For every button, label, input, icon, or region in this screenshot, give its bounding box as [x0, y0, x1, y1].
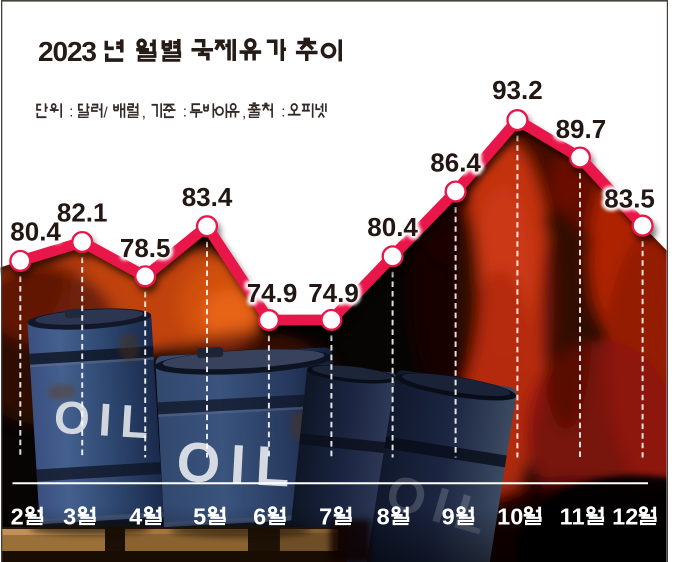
svg-text:,: , — [142, 105, 146, 122]
svg-text:7: 7 — [319, 504, 332, 530]
svg-text::: : — [183, 104, 187, 121]
svg-text:11: 11 — [560, 504, 585, 530]
svg-text:74.9: 74.9 — [308, 278, 359, 308]
svg-text:83.5: 83.5 — [604, 183, 655, 213]
svg-text:2: 2 — [11, 504, 24, 530]
svg-text:83.5: 83.5 — [604, 183, 655, 213]
svg-text:9: 9 — [442, 504, 455, 530]
svg-text:80.4: 80.4 — [367, 212, 418, 242]
svg-text:86.4: 86.4 — [430, 147, 481, 177]
svg-text:83.4: 83.4 — [182, 182, 233, 212]
svg-text:83.4: 83.4 — [182, 182, 233, 212]
svg-text:80.4: 80.4 — [367, 212, 418, 242]
svg-text:2023: 2023 — [38, 36, 96, 67]
svg-text::: : — [281, 104, 285, 121]
svg-text:93.2: 93.2 — [492, 75, 543, 105]
svg-text:74.9: 74.9 — [247, 278, 298, 308]
svg-text:82.1: 82.1 — [57, 198, 108, 228]
svg-text:/: / — [104, 105, 109, 122]
svg-text:4: 4 — [129, 504, 142, 530]
svg-text:80.4: 80.4 — [10, 217, 61, 247]
svg-text:78.5: 78.5 — [120, 233, 171, 263]
svg-text:80.4: 80.4 — [10, 217, 61, 247]
svg-text:3: 3 — [63, 504, 76, 530]
svg-text:10: 10 — [497, 504, 523, 530]
svg-text:86.4: 86.4 — [430, 147, 481, 177]
svg-text::: : — [69, 104, 73, 121]
svg-text:74.9: 74.9 — [247, 278, 298, 308]
svg-text:78.5: 78.5 — [120, 233, 171, 263]
svg-text:,: , — [242, 105, 246, 122]
svg-text:82.1: 82.1 — [57, 198, 108, 228]
svg-text:OIL: OIL — [175, 430, 301, 499]
svg-text:74.9: 74.9 — [308, 278, 359, 308]
svg-text:12: 12 — [612, 504, 638, 530]
svg-text:6: 6 — [253, 504, 266, 530]
svg-text:93.2: 93.2 — [492, 75, 543, 105]
svg-text:89.7: 89.7 — [556, 114, 607, 144]
svg-text:OIL: OIL — [53, 391, 160, 449]
svg-text:8: 8 — [377, 504, 390, 530]
svg-text:5: 5 — [193, 504, 206, 530]
svg-text:89.7: 89.7 — [556, 114, 607, 144]
